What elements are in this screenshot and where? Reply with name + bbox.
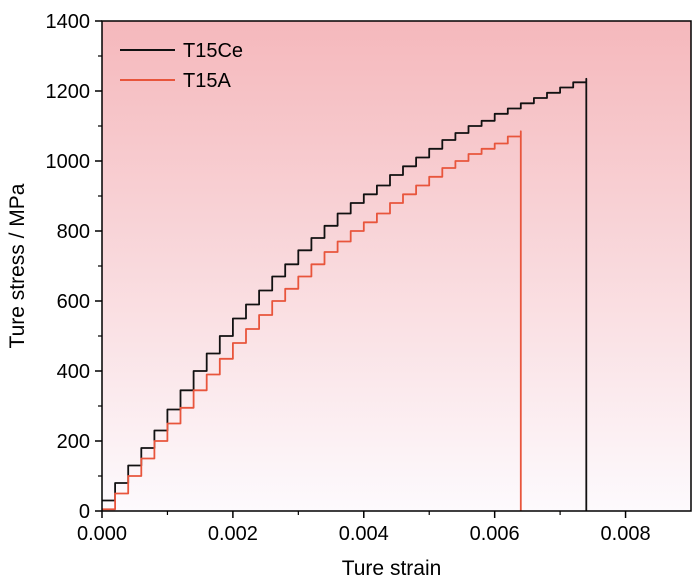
x-axis-title: Ture strain bbox=[342, 557, 442, 580]
x-axis: 0.000 0.002 0.004 0.006 0.008 bbox=[77, 511, 651, 545]
x-tick-label: 0.004 bbox=[339, 523, 389, 545]
y-tick-label: 1200 bbox=[46, 81, 91, 103]
series-line-t15a bbox=[102, 130, 522, 511]
x-tick-label: 0.006 bbox=[470, 523, 520, 545]
legend-label-t15ce: T15Ce bbox=[183, 40, 243, 62]
x-tick-label: 0.002 bbox=[208, 523, 258, 545]
y-tick-label: 800 bbox=[57, 221, 90, 243]
y-tick-label: 400 bbox=[57, 361, 90, 383]
y-tick-label: 600 bbox=[57, 291, 90, 313]
series-line-t15ce bbox=[102, 77, 588, 511]
y-axis: 0 200 400 600 800 1000 1200 1400 bbox=[46, 11, 102, 523]
plot-background bbox=[102, 21, 691, 511]
y-tick-label: 1000 bbox=[46, 151, 91, 173]
x-tick-label: 0.008 bbox=[601, 523, 651, 545]
y-tick-label: 200 bbox=[57, 431, 90, 453]
y-tick-label: 1400 bbox=[46, 11, 91, 33]
y-tick-label: 0 bbox=[79, 501, 90, 523]
x-tick-label: 0.000 bbox=[77, 523, 127, 545]
series-layer bbox=[102, 77, 588, 511]
legend-label-t15a: T15A bbox=[183, 70, 231, 92]
legend: T15Ce T15A bbox=[120, 40, 243, 92]
y-axis-title: Ture stress / MPa bbox=[6, 183, 29, 348]
